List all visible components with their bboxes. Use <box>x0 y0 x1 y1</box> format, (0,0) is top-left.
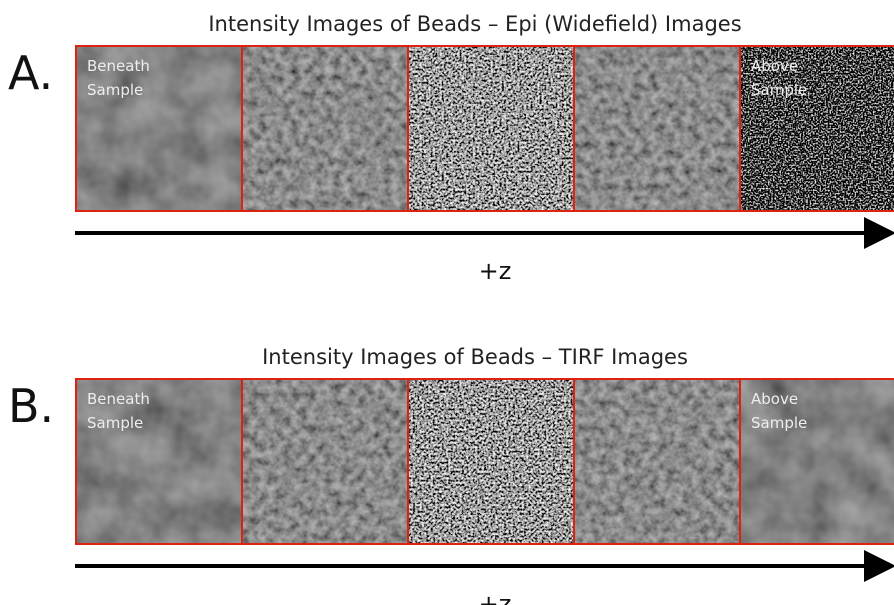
image-frame <box>407 378 573 545</box>
axis-label: +z <box>479 590 512 605</box>
frame-caption: Sample <box>87 414 143 432</box>
panel: Intensity Images of Beads – TIRF Images B… <box>8 345 894 605</box>
page: Intensity Images of Beads – Epi (Widefie… <box>0 0 894 605</box>
image-frame <box>241 45 407 212</box>
panel: Intensity Images of Beads – Epi (Widefie… <box>8 12 894 285</box>
panels: Intensity Images of Beads – Epi (Widefie… <box>8 12 894 605</box>
image-frame <box>573 45 739 212</box>
frame-caption: Above <box>751 390 798 408</box>
image-frame <box>241 378 407 545</box>
axis-label: +z <box>479 257 512 285</box>
image-frame <box>407 45 573 212</box>
frame-caption: Beneath <box>87 390 150 408</box>
figure: Intensity Images of Beads – Epi (Widefie… <box>0 0 894 605</box>
frame-caption: Above <box>751 57 798 75</box>
panel-title: Intensity Images of Beads – TIRF Images <box>262 345 688 369</box>
frame-caption: Sample <box>751 81 807 99</box>
image-frame <box>573 378 739 545</box>
panel-title: Intensity Images of Beads – Epi (Widefie… <box>208 12 741 36</box>
frame-caption: Sample <box>751 414 807 432</box>
panel-label: B. <box>8 379 54 433</box>
frame-caption: Beneath <box>87 57 150 75</box>
panel-label: A. <box>8 46 53 100</box>
frame-caption: Sample <box>87 81 143 99</box>
